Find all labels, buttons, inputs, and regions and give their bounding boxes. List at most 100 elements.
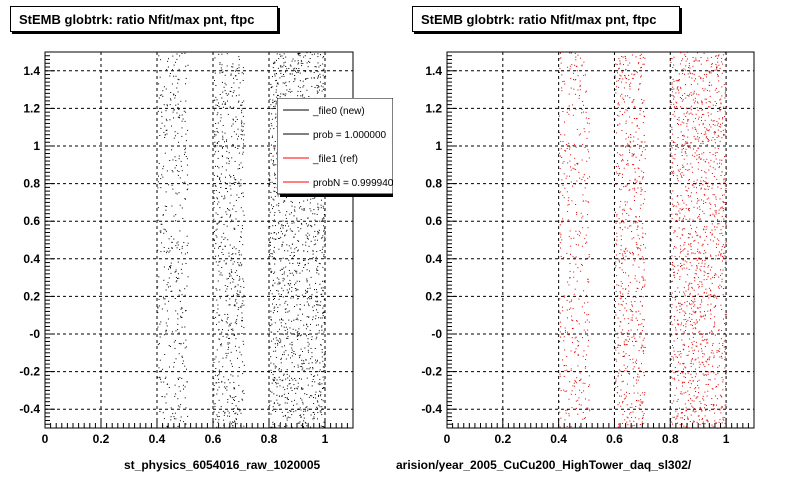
- point: [178, 343, 180, 344]
- point: [219, 260, 221, 262]
- point: [617, 332, 619, 334]
- point: [564, 149, 566, 151]
- point: [717, 372, 719, 374]
- point: [220, 187, 222, 188]
- point: [305, 78, 307, 79]
- point: [230, 275, 232, 277]
- point: [214, 80, 215, 81]
- point: [624, 201, 626, 203]
- point: [300, 416, 302, 418]
- point: [623, 351, 625, 353]
- point: [316, 406, 318, 408]
- point: [709, 208, 711, 210]
- point: [303, 250, 305, 252]
- point: [632, 296, 634, 298]
- point: [308, 316, 310, 318]
- point: [629, 189, 631, 191]
- point: [180, 160, 182, 162]
- point: [304, 347, 306, 349]
- point: [163, 334, 165, 336]
- point: [625, 395, 627, 397]
- point: [692, 343, 694, 345]
- point: [678, 80, 680, 82]
- point: [671, 140, 673, 142]
- point: [678, 117, 680, 119]
- point: [685, 60, 687, 62]
- point: [682, 199, 683, 201]
- point: [312, 368, 314, 370]
- point: [216, 142, 218, 144]
- point: [285, 56, 287, 58]
- point: [671, 376, 673, 378]
- point: [724, 287, 726, 289]
- point: [712, 352, 714, 354]
- point: [679, 63, 681, 65]
- point: [296, 72, 298, 74]
- point: [623, 250, 625, 252]
- point: [159, 359, 161, 361]
- point: [635, 216, 637, 218]
- point: [233, 333, 235, 335]
- point: [682, 135, 683, 137]
- point: [702, 295, 703, 297]
- point: [300, 60, 302, 62]
- point: [677, 287, 679, 289]
- point: [322, 74, 324, 76]
- point: [687, 253, 689, 255]
- point: [714, 420, 716, 422]
- point: [684, 248, 686, 250]
- point: [683, 113, 685, 115]
- point: [275, 304, 277, 306]
- point: [587, 335, 589, 337]
- legend-label: probN = 0.999940: [313, 178, 394, 189]
- point: [720, 220, 722, 222]
- point: [566, 299, 568, 301]
- point: [672, 142, 674, 143]
- point: [318, 332, 320, 334]
- point: [213, 201, 215, 202]
- point: [322, 387, 324, 389]
- point: [573, 276, 575, 278]
- point: [680, 391, 682, 393]
- point: [567, 108, 569, 110]
- point: [180, 404, 182, 406]
- point: [282, 319, 284, 321]
- point: [275, 116, 277, 118]
- point: [321, 218, 323, 220]
- point: [242, 296, 244, 298]
- point: [300, 348, 302, 350]
- point: [703, 250, 705, 252]
- point: [305, 78, 307, 80]
- point: [697, 357, 699, 359]
- point: [697, 83, 699, 85]
- point: [229, 216, 231, 218]
- point: [307, 290, 309, 292]
- point: [302, 401, 304, 403]
- point: [694, 100, 696, 102]
- point: [692, 65, 694, 67]
- point: [228, 163, 230, 165]
- point: [707, 390, 709, 392]
- point: [218, 106, 220, 107]
- point: [269, 331, 271, 333]
- point: [159, 411, 161, 413]
- point: [174, 131, 176, 133]
- point: [316, 289, 317, 291]
- point: [702, 143, 704, 145]
- point: [701, 419, 703, 421]
- point: [274, 282, 276, 284]
- point: [320, 412, 322, 414]
- point: [226, 278, 228, 280]
- point: [629, 97, 631, 99]
- point: [700, 252, 702, 254]
- point: [298, 422, 300, 424]
- point: [235, 396, 237, 397]
- point: [717, 147, 719, 149]
- point: [564, 327, 566, 329]
- point: [718, 239, 720, 241]
- point: [698, 262, 700, 264]
- point: [670, 385, 672, 387]
- point: [186, 189, 188, 191]
- point: [633, 195, 635, 197]
- point: [704, 315, 706, 317]
